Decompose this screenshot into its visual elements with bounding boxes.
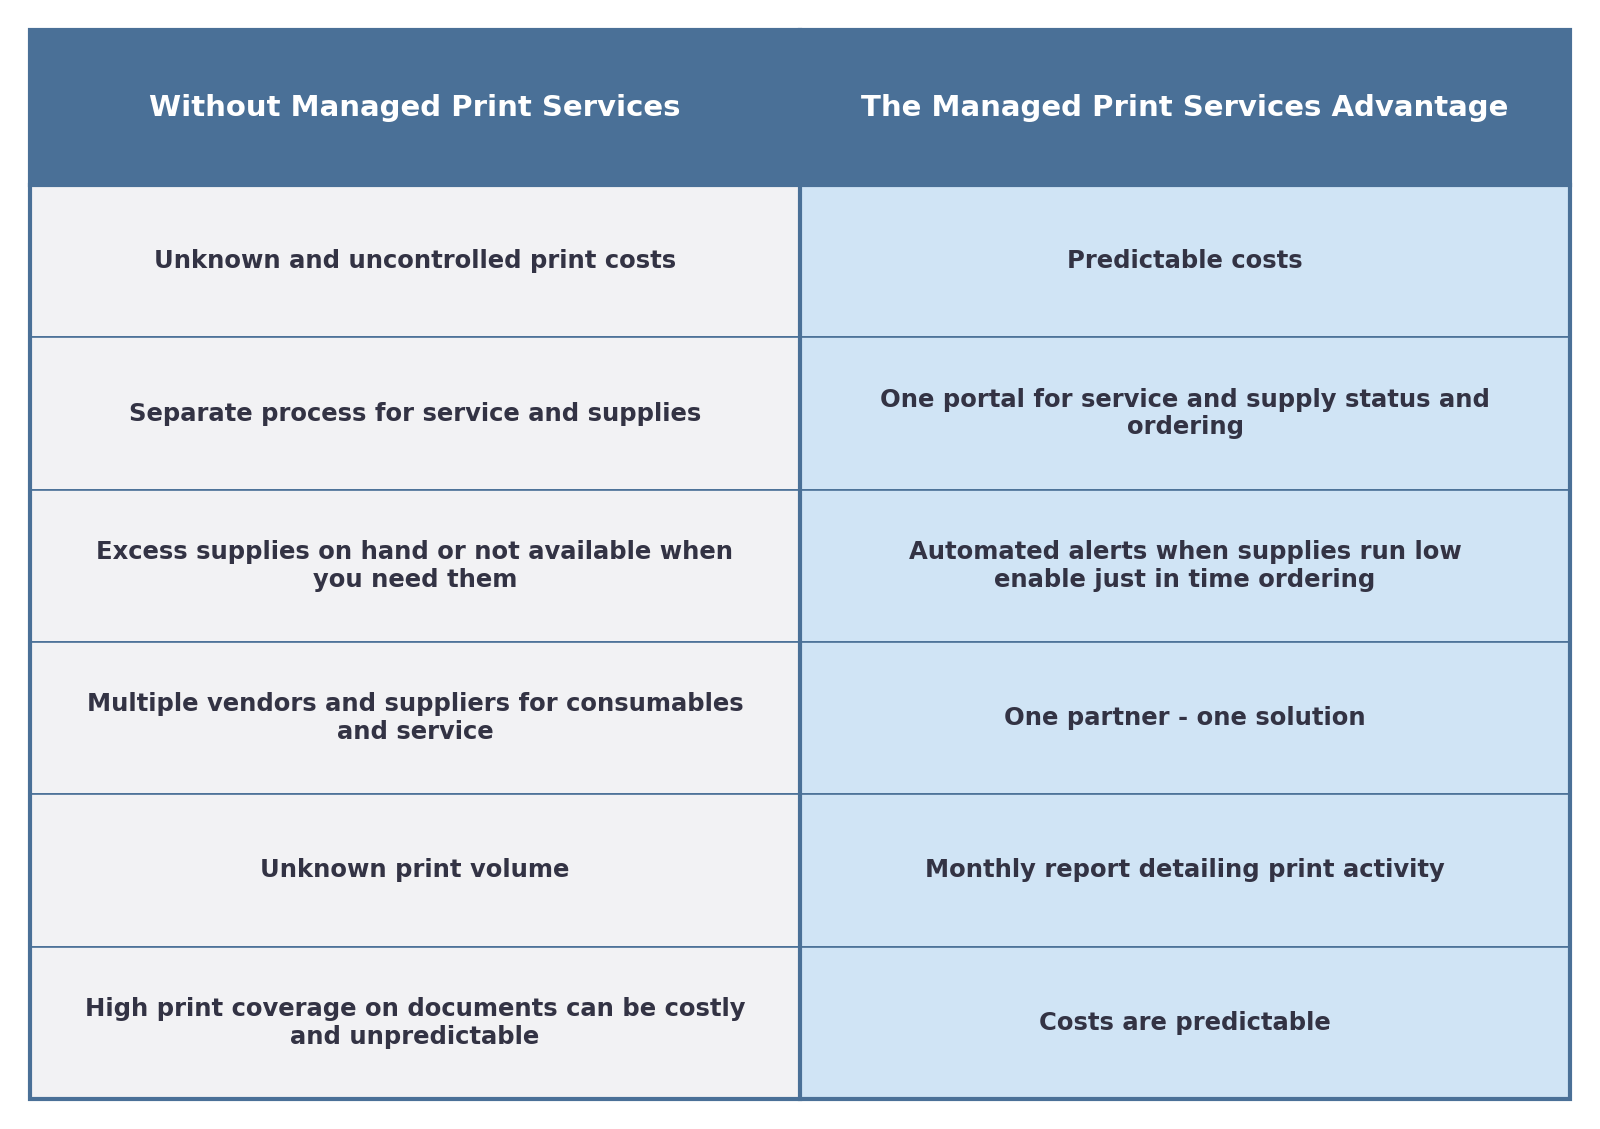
Bar (800, 30, 1570, 185)
Text: Separate process for service and supplies: Separate process for service and supplie… (130, 402, 701, 426)
Text: Automated alerts when supplies run low
enable just in time ordering: Automated alerts when supplies run low e… (909, 540, 1461, 592)
Text: Unknown print volume: Unknown print volume (261, 858, 570, 883)
Text: Without Managed Print Services: Without Managed Print Services (149, 94, 680, 122)
Text: Costs are predictable: Costs are predictable (1038, 1010, 1331, 1035)
Text: High print coverage on documents can be costly
and unpredictable: High print coverage on documents can be … (85, 997, 746, 1049)
Bar (800, 795, 1570, 947)
Text: One portal for service and supply status and
ordering: One portal for service and supply status… (880, 387, 1490, 439)
Text: Unknown and uncontrolled print costs: Unknown and uncontrolled print costs (154, 250, 677, 273)
Text: Excess supplies on hand or not available when
you need them: Excess supplies on hand or not available… (96, 540, 733, 592)
Bar (800, 185, 1570, 338)
Bar (30, 642, 800, 795)
Bar (30, 30, 800, 185)
Bar (30, 490, 800, 642)
Bar (800, 338, 1570, 490)
Text: One partner - one solution: One partner - one solution (1005, 706, 1366, 730)
Text: Monthly report detailing print activity: Monthly report detailing print activity (925, 858, 1445, 883)
Text: The Managed Print Services Advantage: The Managed Print Services Advantage (861, 94, 1509, 122)
Bar (30, 947, 800, 1099)
Text: Multiple vendors and suppliers for consumables
and service: Multiple vendors and suppliers for consu… (86, 692, 744, 744)
Bar (800, 490, 1570, 642)
Bar (30, 795, 800, 947)
Bar (800, 642, 1570, 795)
Bar (30, 338, 800, 490)
Bar (30, 185, 800, 338)
Bar (800, 947, 1570, 1099)
Text: Predictable costs: Predictable costs (1067, 250, 1302, 273)
